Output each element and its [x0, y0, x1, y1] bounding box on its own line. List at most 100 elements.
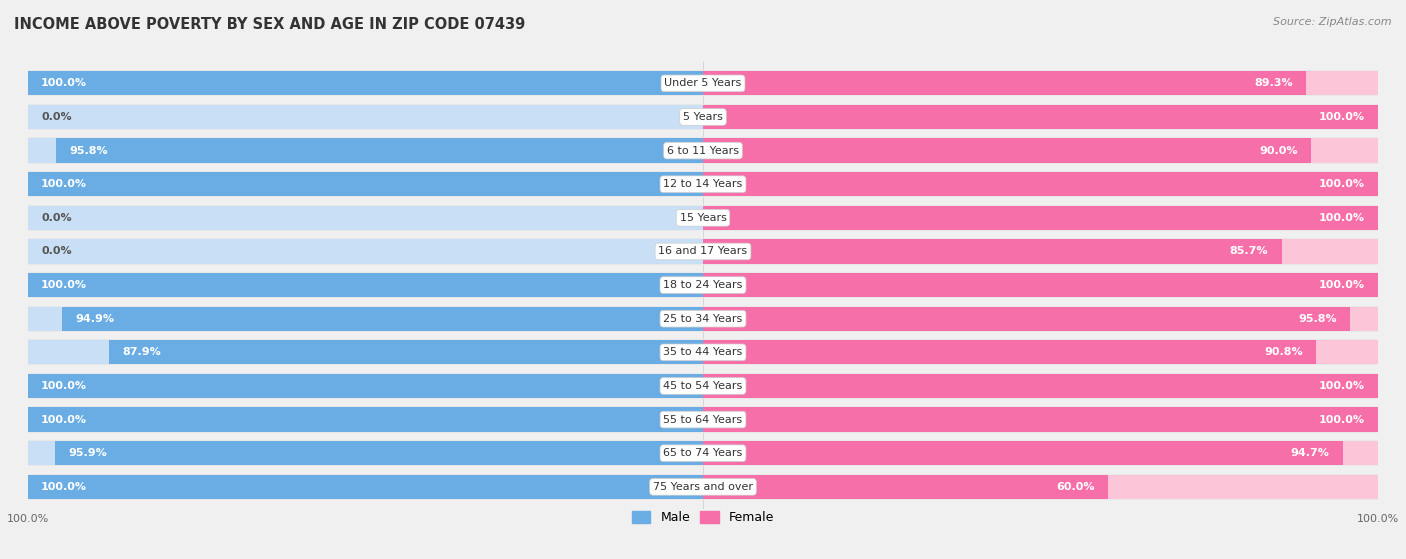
Text: 65 to 74 Years: 65 to 74 Years	[664, 448, 742, 458]
Bar	[28, 475, 703, 499]
Bar	[703, 206, 1378, 230]
Bar	[703, 172, 1378, 196]
Bar	[28, 440, 1378, 466]
Bar	[703, 408, 1378, 432]
Text: INCOME ABOVE POVERTY BY SEX AND AGE IN ZIP CODE 07439: INCOME ABOVE POVERTY BY SEX AND AGE IN Z…	[14, 17, 526, 32]
Text: 5 Years: 5 Years	[683, 112, 723, 122]
Bar	[28, 373, 1378, 399]
Bar	[703, 239, 1378, 264]
Text: 100.0%: 100.0%	[41, 415, 87, 425]
Text: 100.0%: 100.0%	[41, 179, 87, 189]
Bar	[28, 475, 703, 499]
Text: Under 5 Years: Under 5 Years	[665, 78, 741, 88]
Text: 100.0%: 100.0%	[41, 482, 87, 492]
Bar	[703, 105, 1378, 129]
Bar	[28, 71, 703, 96]
Bar	[703, 340, 1316, 364]
Text: 25 to 34 Years: 25 to 34 Years	[664, 314, 742, 324]
Text: 95.8%: 95.8%	[1298, 314, 1337, 324]
Text: 85.7%: 85.7%	[1230, 247, 1268, 257]
Bar	[28, 374, 703, 398]
Bar	[56, 139, 703, 163]
Text: 100.0%: 100.0%	[1319, 213, 1365, 223]
Bar	[28, 306, 703, 331]
Bar	[28, 473, 1378, 500]
Bar	[28, 406, 1378, 433]
Bar	[28, 239, 703, 264]
Text: 100.0%: 100.0%	[1319, 112, 1365, 122]
Bar	[703, 206, 1378, 230]
Text: 18 to 24 Years: 18 to 24 Years	[664, 280, 742, 290]
Bar	[703, 239, 1282, 264]
Bar	[703, 408, 1378, 432]
Bar	[703, 374, 1378, 398]
Text: 100.0%: 100.0%	[1319, 415, 1365, 425]
Text: 90.0%: 90.0%	[1258, 145, 1298, 155]
Text: 95.9%: 95.9%	[69, 448, 107, 458]
Bar	[703, 172, 1378, 196]
Legend: Male, Female: Male, Female	[627, 506, 779, 529]
Text: 16 and 17 Years: 16 and 17 Years	[658, 247, 748, 257]
Bar	[703, 306, 1378, 331]
Bar	[28, 238, 1378, 264]
Bar	[28, 408, 703, 432]
Text: 55 to 64 Years: 55 to 64 Years	[664, 415, 742, 425]
Bar	[28, 205, 1378, 231]
Bar	[28, 171, 1378, 197]
Text: 100.0%: 100.0%	[1319, 381, 1365, 391]
Bar	[703, 71, 1378, 96]
Bar	[703, 273, 1378, 297]
Bar	[28, 408, 703, 432]
Text: 100.0%: 100.0%	[1319, 179, 1365, 189]
Text: 100.0%: 100.0%	[41, 78, 87, 88]
Bar	[703, 441, 1378, 465]
Text: 100.0%: 100.0%	[41, 280, 87, 290]
Bar	[110, 340, 703, 364]
Bar	[28, 172, 703, 196]
Text: 100.0%: 100.0%	[1319, 280, 1365, 290]
Bar	[28, 105, 703, 129]
Bar	[703, 441, 1343, 465]
Bar	[703, 139, 1310, 163]
Bar	[28, 273, 703, 297]
Bar	[28, 272, 1378, 298]
Text: 90.8%: 90.8%	[1264, 347, 1303, 357]
Bar	[28, 139, 703, 163]
Bar	[703, 105, 1378, 129]
Bar	[28, 374, 703, 398]
Text: 95.8%: 95.8%	[69, 145, 108, 155]
Text: 0.0%: 0.0%	[41, 213, 72, 223]
Text: 45 to 54 Years: 45 to 54 Years	[664, 381, 742, 391]
Text: 0.0%: 0.0%	[41, 247, 72, 257]
Bar	[703, 374, 1378, 398]
Bar	[28, 340, 703, 364]
Text: 12 to 14 Years: 12 to 14 Years	[664, 179, 742, 189]
Text: Source: ZipAtlas.com: Source: ZipAtlas.com	[1274, 17, 1392, 27]
Bar	[28, 273, 703, 297]
Bar	[55, 441, 703, 465]
Text: 6 to 11 Years: 6 to 11 Years	[666, 145, 740, 155]
Bar	[28, 104, 1378, 130]
Bar	[28, 71, 703, 96]
Bar	[703, 306, 1350, 331]
Bar	[28, 206, 703, 230]
Text: 100.0%: 100.0%	[41, 381, 87, 391]
Bar	[28, 339, 1378, 366]
Text: 94.9%: 94.9%	[76, 314, 114, 324]
Bar	[703, 475, 1378, 499]
Text: 89.3%: 89.3%	[1254, 78, 1292, 88]
Bar	[28, 70, 1378, 97]
Text: 0.0%: 0.0%	[41, 112, 72, 122]
Text: 35 to 44 Years: 35 to 44 Years	[664, 347, 742, 357]
Text: 15 Years: 15 Years	[679, 213, 727, 223]
Bar	[703, 340, 1378, 364]
Bar	[703, 71, 1306, 96]
Bar	[62, 306, 703, 331]
Bar	[28, 441, 703, 465]
Text: 75 Years and over: 75 Years and over	[652, 482, 754, 492]
Text: 94.7%: 94.7%	[1291, 448, 1329, 458]
Bar	[703, 475, 1108, 499]
Text: 60.0%: 60.0%	[1056, 482, 1095, 492]
Text: 87.9%: 87.9%	[122, 347, 162, 357]
Bar	[703, 273, 1378, 297]
